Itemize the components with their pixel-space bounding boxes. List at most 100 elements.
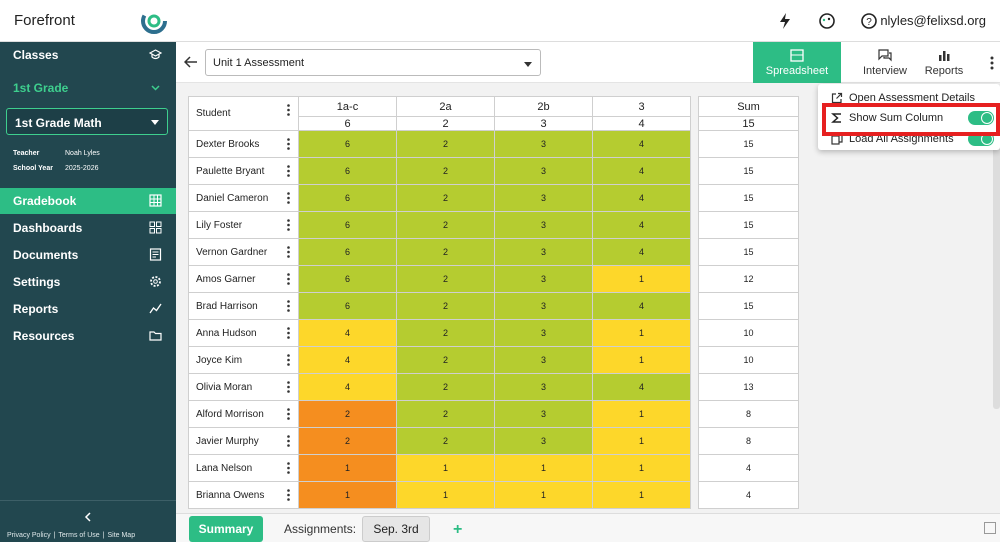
- score-cell[interactable]: 3: [494, 319, 593, 347]
- score-cell[interactable]: 1: [592, 427, 691, 455]
- tab-reports[interactable]: Reports: [900, 42, 988, 83]
- row-menu-icon[interactable]: [287, 138, 290, 150]
- back-arrow-icon[interactable]: [184, 56, 198, 68]
- sidebar-item-classes[interactable]: Classes: [0, 42, 176, 68]
- row-menu-icon[interactable]: [287, 435, 290, 447]
- score-cell[interactable]: 2: [396, 184, 495, 212]
- show-sum-column-item[interactable]: Show Sum Column: [818, 108, 1000, 129]
- sidebar-item-documents[interactable]: Documents: [0, 242, 176, 268]
- student-name-cell[interactable]: Olivia Moran: [188, 373, 299, 401]
- score-cell[interactable]: 4: [592, 238, 691, 266]
- score-cell[interactable]: 4: [298, 373, 397, 401]
- add-assignment-button[interactable]: +: [453, 521, 463, 538]
- student-name-cell[interactable]: Amos Garner: [188, 265, 299, 293]
- score-cell[interactable]: 1: [494, 481, 593, 509]
- row-menu-icon[interactable]: [287, 408, 290, 420]
- score-cell[interactable]: 3: [494, 130, 593, 158]
- sidebar-item-gradebook[interactable]: Gradebook: [0, 188, 176, 214]
- site-map-link[interactable]: Site Map: [107, 532, 136, 539]
- score-cell[interactable]: 2: [396, 400, 495, 428]
- score-cell[interactable]: 3: [494, 184, 593, 212]
- student-name-cell[interactable]: Vernon Gardner: [188, 238, 299, 266]
- score-cell[interactable]: 1: [592, 454, 691, 482]
- row-menu-icon[interactable]: [287, 381, 290, 393]
- row-menu-icon[interactable]: [287, 219, 290, 231]
- tab-spreadsheet[interactable]: Spreadsheet: [753, 42, 841, 83]
- score-cell[interactable]: 1: [592, 481, 691, 509]
- score-cell[interactable]: 3: [494, 238, 593, 266]
- class-select[interactable]: 1st Grade Math: [6, 108, 168, 135]
- score-cell[interactable]: 3: [494, 427, 593, 455]
- score-cell[interactable]: 4: [592, 130, 691, 158]
- help-icon[interactable]: ?: [860, 12, 878, 30]
- assignment-tab[interactable]: Sep. 3rd: [362, 516, 430, 542]
- student-name-cell[interactable]: Alford Morrison: [188, 400, 299, 428]
- score-cell[interactable]: 4: [592, 373, 691, 401]
- student-name-cell[interactable]: Brianna Owens: [188, 481, 299, 509]
- terms-of-use-link[interactable]: Terms of Use: [58, 532, 100, 539]
- score-cell[interactable]: 6: [298, 292, 397, 320]
- score-cell[interactable]: 6: [298, 130, 397, 158]
- student-name-cell[interactable]: Joyce Kim: [188, 346, 299, 374]
- row-menu-icon[interactable]: [287, 192, 290, 204]
- score-cell[interactable]: 1: [592, 346, 691, 374]
- assessment-select[interactable]: Unit 1 Assessment: [205, 49, 541, 76]
- score-cell[interactable]: 4: [298, 319, 397, 347]
- student-name-cell[interactable]: Brad Harrison: [188, 292, 299, 320]
- score-cell[interactable]: 6: [298, 184, 397, 212]
- student-name-cell[interactable]: Dexter Brooks: [188, 130, 299, 158]
- student-name-cell[interactable]: Lana Nelson: [188, 454, 299, 482]
- show-sum-toggle[interactable]: [968, 111, 994, 125]
- row-menu-icon[interactable]: [287, 327, 290, 339]
- sidebar-item-resources[interactable]: Resources: [0, 323, 176, 349]
- tab-interview[interactable]: Interview: [841, 42, 929, 83]
- collapse-sidebar-icon[interactable]: [82, 511, 94, 523]
- column-menu-icon[interactable]: [287, 104, 290, 116]
- score-cell[interactable]: 4: [592, 184, 691, 212]
- score-cell[interactable]: 4: [592, 211, 691, 239]
- sidebar-item-settings[interactable]: Settings: [0, 269, 176, 295]
- score-cell[interactable]: 2: [396, 238, 495, 266]
- score-cell[interactable]: 3: [494, 346, 593, 374]
- score-cell[interactable]: 1: [592, 319, 691, 347]
- score-cell[interactable]: 4: [592, 292, 691, 320]
- student-name-cell[interactable]: Paulette Bryant: [188, 157, 299, 185]
- score-cell[interactable]: 1: [298, 454, 397, 482]
- user-email[interactable]: nlyles@felixsd.org: [880, 13, 986, 28]
- student-name-cell[interactable]: Daniel Cameron: [188, 184, 299, 212]
- score-cell[interactable]: 2: [396, 319, 495, 347]
- score-cell[interactable]: 2: [396, 211, 495, 239]
- score-cell[interactable]: 6: [298, 265, 397, 293]
- score-cell[interactable]: 3: [494, 400, 593, 428]
- score-cell[interactable]: 2: [396, 346, 495, 374]
- row-menu-icon[interactable]: [287, 354, 290, 366]
- privacy-policy-link[interactable]: Privacy Policy: [7, 532, 51, 539]
- row-menu-icon[interactable]: [287, 489, 290, 501]
- score-cell[interactable]: 2: [396, 373, 495, 401]
- column-header[interactable]: 2a: [396, 96, 495, 117]
- score-cell[interactable]: 1: [494, 454, 593, 482]
- column-header[interactable]: 1a-c: [298, 96, 397, 117]
- score-cell[interactable]: 4: [298, 346, 397, 374]
- score-cell[interactable]: 3: [494, 265, 593, 293]
- row-menu-icon[interactable]: [287, 462, 290, 474]
- score-cell[interactable]: 4: [592, 157, 691, 185]
- lightning-icon[interactable]: [776, 12, 794, 30]
- row-menu-icon[interactable]: [287, 300, 290, 312]
- score-cell[interactable]: 6: [298, 157, 397, 185]
- score-cell[interactable]: 2: [396, 265, 495, 293]
- sidebar-item-dashboards[interactable]: Dashboards: [0, 215, 176, 241]
- score-cell[interactable]: 3: [494, 292, 593, 320]
- score-cell[interactable]: 2: [298, 400, 397, 428]
- student-name-cell[interactable]: Lily Foster: [188, 211, 299, 239]
- score-cell[interactable]: 3: [494, 373, 593, 401]
- student-name-cell[interactable]: Javier Murphy: [188, 427, 299, 455]
- column-header[interactable]: 3: [592, 96, 691, 117]
- score-cell[interactable]: 2: [298, 427, 397, 455]
- open-assessment-details-item[interactable]: Open Assessment Details: [818, 88, 1000, 109]
- score-cell[interactable]: 1: [592, 265, 691, 293]
- score-cell[interactable]: 1: [396, 454, 495, 482]
- student-column-header[interactable]: Student: [188, 96, 299, 131]
- row-menu-icon[interactable]: [287, 165, 290, 177]
- more-options-icon[interactable]: [990, 56, 994, 70]
